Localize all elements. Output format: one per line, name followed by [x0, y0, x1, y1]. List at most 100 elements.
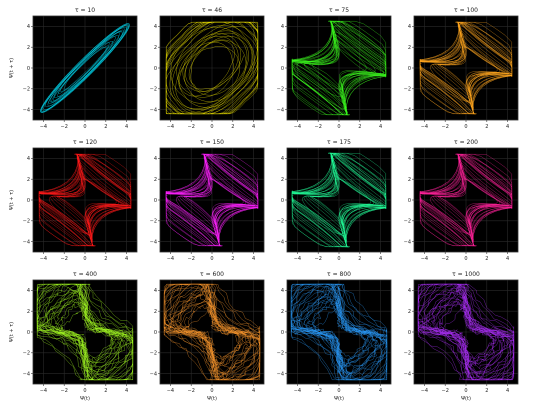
x-tick-label: 2 [231, 388, 234, 394]
y-tick-label: −2 [277, 219, 284, 225]
y-tick-label: −2 [23, 219, 30, 225]
y-tick-label: 4 [27, 288, 30, 294]
x-tick-label: −2 [188, 124, 195, 130]
trajectory-line [164, 284, 261, 380]
y-tick-label: 2 [154, 45, 157, 51]
x-tick-label: −2 [315, 256, 322, 262]
y-tick-label: 2 [27, 309, 30, 315]
x-tick-label: −2 [315, 124, 322, 130]
x-tick-label: 4 [252, 256, 255, 262]
y-tick-label: 2 [281, 177, 284, 183]
x-tick-label: 2 [358, 388, 361, 394]
trajectory-line [37, 283, 133, 381]
y-tick-label: 4 [27, 24, 30, 30]
y-axis-label: Ψ(t + τ) [9, 190, 15, 210]
panel-title: τ = 120 [73, 139, 97, 146]
x-tick-label: −4 [294, 124, 301, 130]
y-tick-label: 0 [154, 66, 157, 72]
x-tick-label: 2 [358, 256, 361, 262]
x-tick-label: 2 [485, 388, 488, 394]
x-tick-label: −4 [421, 388, 428, 394]
x-tick-label: −4 [167, 388, 174, 394]
x-tick-label: 0 [464, 124, 467, 130]
x-tick-label: 2 [358, 124, 361, 130]
x-tick-label: 4 [379, 124, 382, 130]
y-tick-label: 4 [281, 24, 284, 30]
x-tick-label: −2 [442, 256, 449, 262]
y-tick-label: 0 [27, 198, 30, 204]
panel-8: −4 −2 0 2 4 −4 −2 0 2 4 τ = 200 [404, 139, 519, 262]
x-tick-label: −2 [188, 256, 195, 262]
x-tick-label: 2 [485, 256, 488, 262]
y-tick-label: −4 [277, 239, 284, 245]
trajectory-line [417, 283, 514, 380]
panel-9: −4 −2 0 2 4 −4 −2 0 2 4 τ = 400 Ψ(t + τ) Ψ(t) [9, 271, 138, 402]
panel-title: τ = 200 [454, 139, 478, 146]
y-tick-label: −4 [23, 107, 30, 113]
trajectory-line [420, 22, 512, 114]
x-tick-label: 4 [125, 388, 128, 394]
panel-1: −4 −2 0 2 4 −4 −2 0 2 4 τ = 10 Ψ(t + τ) [9, 7, 138, 130]
x-tick-label: −2 [61, 388, 68, 394]
x-tick-label: 4 [506, 256, 509, 262]
x-tick-label: 2 [485, 124, 488, 130]
y-tick-label: 4 [154, 24, 157, 30]
trajectory-line [39, 154, 131, 246]
x-tick-label: 2 [231, 124, 234, 130]
panel-6: −4 −2 0 2 4 −4 −2 0 2 4 τ = 150 [150, 139, 265, 262]
y-tick-label: 0 [281, 198, 284, 204]
y-tick-label: 4 [154, 156, 157, 162]
y-tick-label: 2 [154, 309, 157, 315]
y-tick-label: −2 [23, 87, 30, 93]
x-axis-label: Ψ(t) [80, 396, 90, 402]
x-tick-label: 0 [83, 124, 86, 130]
y-tick-label: −4 [277, 371, 284, 377]
y-tick-label: 4 [281, 288, 284, 294]
panel-title: τ = 1000 [452, 271, 480, 278]
x-tick-label: 4 [379, 388, 382, 394]
x-tick-label: −4 [294, 256, 301, 262]
x-tick-label: 4 [506, 388, 509, 394]
y-tick-label: 2 [27, 45, 30, 51]
y-tick-label: 0 [154, 198, 157, 204]
x-tick-label: 0 [337, 388, 340, 394]
panel-title: τ = 46 [202, 7, 222, 14]
x-axis-label: Ψ(t) [334, 396, 344, 402]
y-tick-label: 0 [408, 198, 411, 204]
x-tick-label: 0 [464, 388, 467, 394]
x-tick-label: −2 [315, 388, 322, 394]
x-tick-label: −2 [61, 256, 68, 262]
x-tick-label: 2 [231, 256, 234, 262]
y-tick-label: 2 [408, 45, 411, 51]
x-axis-label: Ψ(t) [461, 396, 471, 402]
panel-7: −4 −2 0 2 4 −4 −2 0 2 4 τ = 175 [277, 139, 392, 262]
x-tick-label: 2 [104, 124, 107, 130]
y-tick-label: −2 [277, 87, 284, 93]
y-tick-label: −2 [150, 87, 157, 93]
trajectory-line [166, 22, 258, 114]
x-tick-label: −4 [167, 124, 174, 130]
y-tick-label: −4 [150, 107, 157, 113]
y-tick-label: 2 [281, 309, 284, 315]
y-tick-label: −2 [277, 351, 284, 357]
panel-11: −4 −2 0 2 4 −4 −2 0 2 4 τ = 800 Ψ(t) [277, 271, 392, 402]
x-tick-label: 0 [464, 256, 467, 262]
y-tick-label: −4 [23, 371, 30, 377]
x-tick-label: −2 [442, 124, 449, 130]
y-tick-label: 4 [408, 24, 411, 30]
y-tick-label: −4 [277, 107, 284, 113]
y-tick-label: 2 [154, 177, 157, 183]
panel-title: τ = 600 [200, 271, 224, 278]
x-tick-label: 4 [252, 124, 255, 130]
y-tick-label: 4 [408, 156, 411, 162]
trajectory-line [291, 283, 388, 381]
x-tick-label: −2 [442, 388, 449, 394]
y-tick-label: 2 [408, 309, 411, 315]
y-tick-label: 0 [27, 66, 30, 72]
trajectory-line [291, 21, 386, 115]
x-tick-label: 4 [379, 256, 382, 262]
y-tick-label: −2 [404, 219, 411, 225]
x-tick-label: 0 [83, 388, 86, 394]
x-tick-label: 4 [506, 124, 509, 130]
y-tick-label: 4 [154, 288, 157, 294]
